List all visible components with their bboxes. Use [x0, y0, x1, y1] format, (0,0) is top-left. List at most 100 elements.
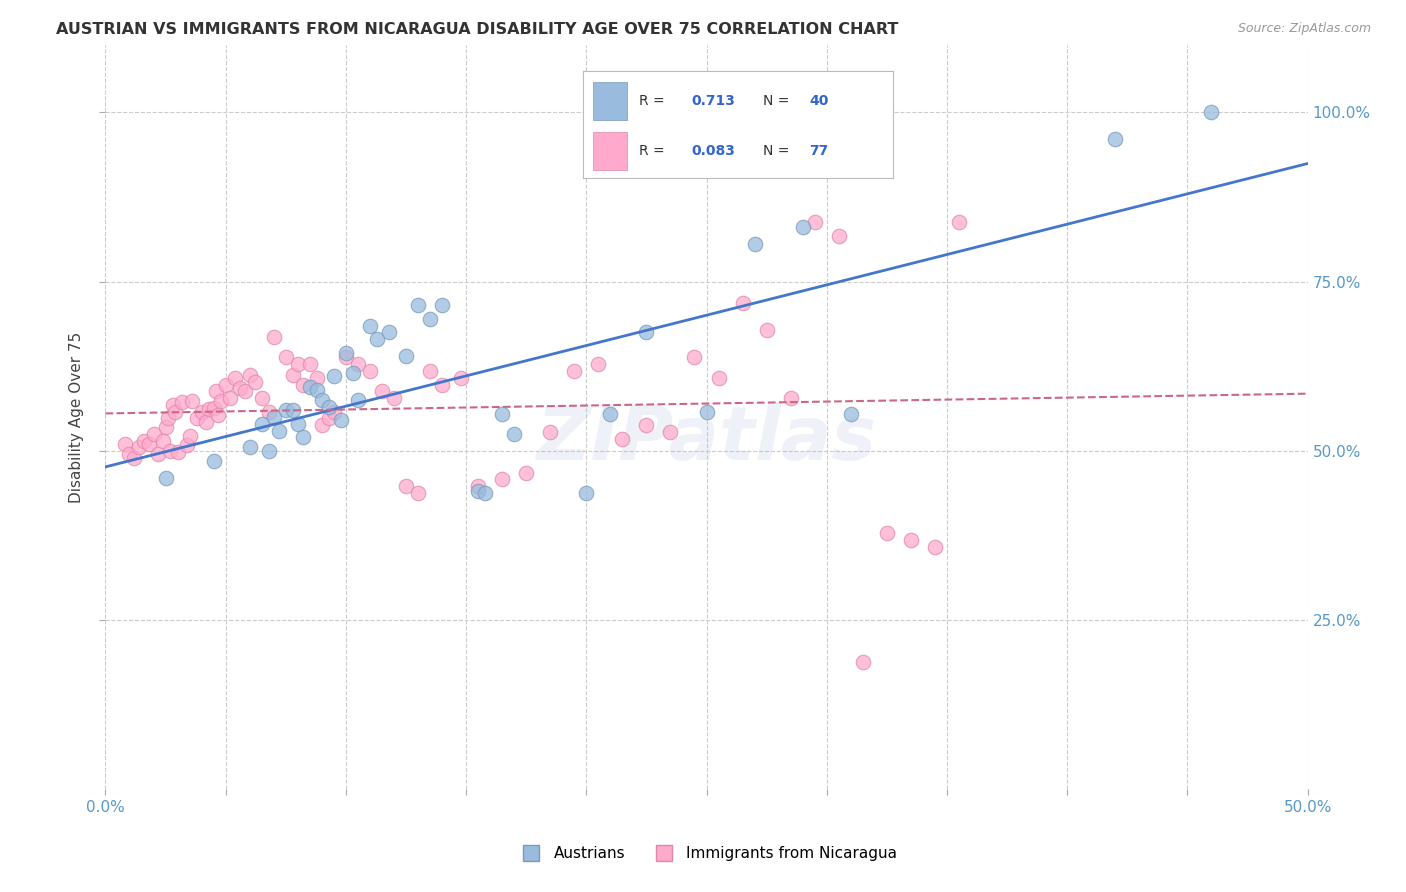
Point — [430, 298, 453, 312]
Point — [612, 432, 634, 446]
Point — [588, 357, 610, 371]
Point — [515, 466, 537, 480]
Point — [342, 366, 364, 380]
Point — [474, 486, 496, 500]
Point — [202, 401, 225, 416]
Point — [599, 407, 621, 421]
Point — [298, 379, 321, 393]
Text: R =: R = — [640, 145, 669, 158]
Point — [406, 298, 429, 312]
Text: R =: R = — [640, 94, 669, 108]
Point — [138, 437, 160, 451]
Point — [924, 540, 946, 554]
Point — [839, 407, 862, 421]
Point — [128, 441, 150, 455]
Point — [148, 447, 170, 461]
Text: 0.713: 0.713 — [692, 94, 735, 108]
Point — [229, 381, 252, 395]
Point — [335, 351, 357, 365]
Point — [219, 391, 242, 405]
Point — [124, 450, 146, 465]
Text: 77: 77 — [810, 145, 828, 158]
Point — [287, 417, 309, 431]
Point — [311, 393, 333, 408]
Point — [636, 326, 658, 340]
Point — [948, 215, 970, 229]
Point — [636, 418, 658, 433]
Point — [779, 391, 801, 405]
Point — [731, 296, 754, 310]
Point — [322, 404, 344, 418]
Point — [263, 330, 285, 344]
Y-axis label: Disability Age Over 75: Disability Age Over 75 — [69, 332, 84, 502]
Point — [224, 370, 246, 384]
Legend: Austrians, Immigrants from Nicaragua: Austrians, Immigrants from Nicaragua — [509, 840, 904, 867]
Point — [198, 401, 221, 416]
Point — [450, 370, 472, 384]
Point — [267, 424, 290, 438]
Point — [239, 368, 262, 382]
Point — [243, 375, 266, 389]
Point — [318, 400, 340, 414]
Point — [347, 393, 370, 408]
Point — [281, 368, 304, 382]
Point — [118, 447, 141, 461]
Point — [755, 323, 778, 337]
Point — [1201, 105, 1223, 120]
Point — [322, 369, 344, 384]
Text: N =: N = — [763, 94, 793, 108]
Point — [281, 403, 304, 417]
Point — [562, 364, 585, 378]
Point — [233, 384, 256, 399]
Text: Source: ZipAtlas.com: Source: ZipAtlas.com — [1237, 22, 1371, 36]
Point — [159, 443, 181, 458]
Point — [395, 479, 418, 493]
Text: N =: N = — [763, 145, 793, 158]
Point — [132, 434, 155, 448]
Point — [156, 411, 179, 425]
Point — [382, 391, 405, 405]
Point — [803, 215, 825, 229]
Point — [335, 345, 357, 359]
Point — [250, 391, 273, 405]
Point — [359, 364, 381, 378]
Point — [142, 426, 165, 441]
FancyBboxPatch shape — [593, 132, 627, 169]
Point — [166, 445, 188, 459]
Text: 40: 40 — [810, 94, 828, 108]
Point — [659, 425, 682, 439]
Point — [263, 410, 285, 425]
Point — [330, 413, 353, 427]
Point — [318, 411, 340, 425]
Point — [538, 425, 561, 439]
FancyBboxPatch shape — [593, 82, 627, 120]
Point — [491, 472, 513, 486]
Point — [186, 411, 208, 425]
Point — [257, 443, 280, 458]
Point — [207, 408, 229, 422]
Point — [491, 407, 513, 421]
Point — [395, 349, 418, 363]
Point — [162, 398, 184, 412]
Point — [305, 383, 328, 397]
Point — [165, 404, 187, 418]
Point — [503, 426, 526, 441]
Point — [291, 377, 314, 392]
Point — [467, 479, 489, 493]
Point — [239, 441, 262, 455]
Point — [696, 404, 718, 418]
Point — [1104, 132, 1126, 146]
Point — [430, 377, 453, 392]
Point — [359, 318, 381, 333]
Point — [155, 471, 177, 485]
Point — [179, 429, 201, 443]
Point — [176, 438, 198, 452]
Point — [287, 357, 309, 371]
Point — [876, 526, 898, 541]
Point — [828, 228, 851, 243]
Point — [707, 370, 730, 384]
Point — [214, 377, 236, 392]
Point — [406, 486, 429, 500]
Text: 0.083: 0.083 — [692, 145, 735, 158]
Point — [371, 384, 394, 399]
